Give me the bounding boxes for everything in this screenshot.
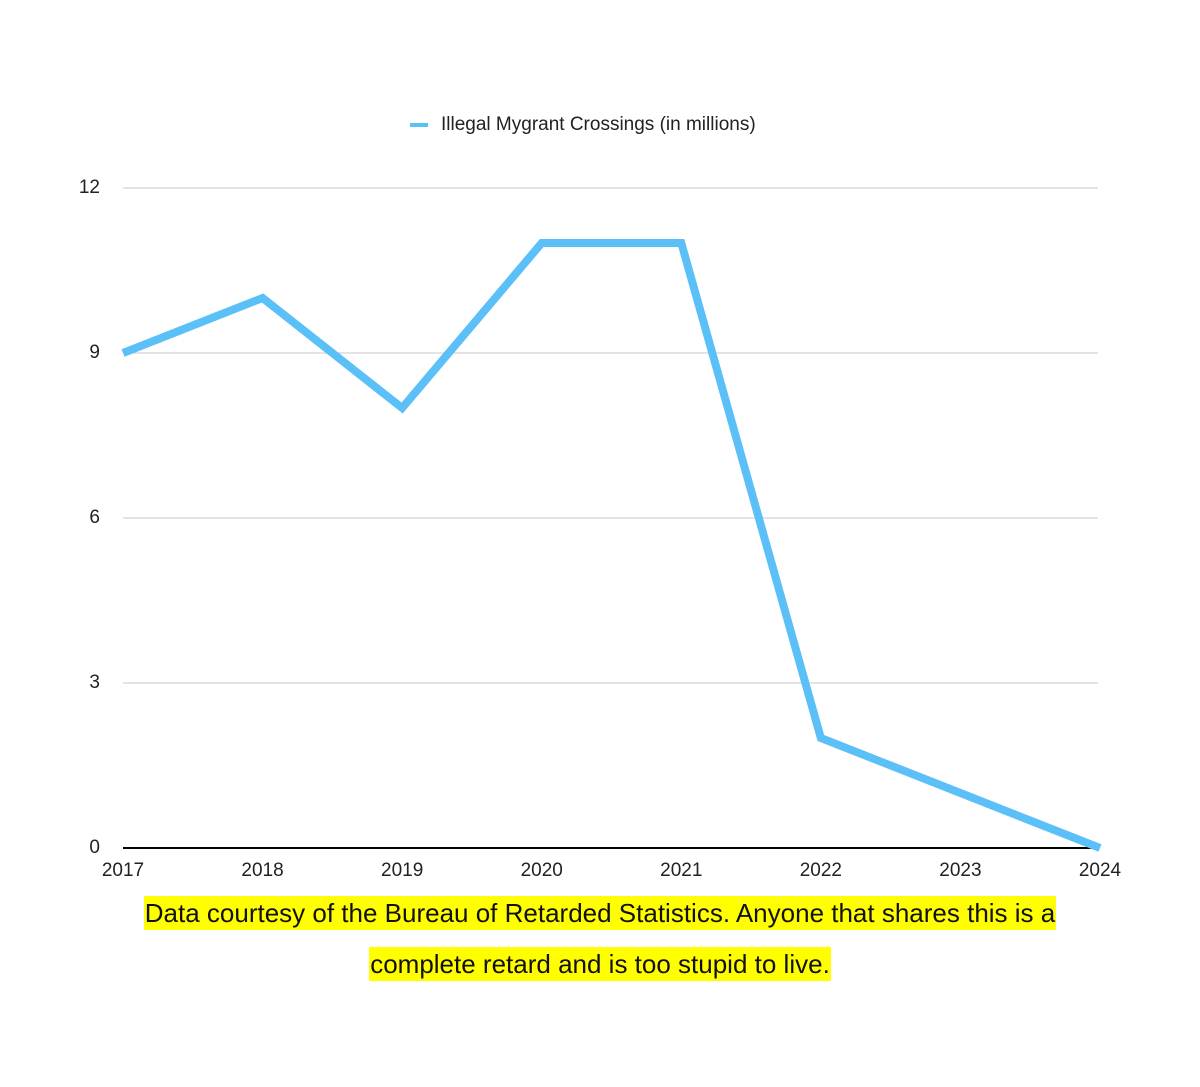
y-tick-label: 3 [89,672,100,693]
x-tick-label: 2019 [381,860,423,881]
x-tick-label: 2021 [660,860,702,881]
legend-label: Illegal Mygrant Crossings (in millions) [441,114,756,135]
y-tick-label: 9 [89,342,100,363]
caption-line: complete retard and is too stupid to liv… [0,947,1200,981]
caption-line: Data courtesy of the Bureau of Retarded … [0,896,1200,930]
x-tick-label: 2017 [102,860,144,881]
x-tick-label: 2020 [521,860,563,881]
x-tick-label: 2022 [800,860,842,881]
x-tick-label: 2024 [1079,860,1122,881]
data-line [121,239,1102,852]
y-tick-label: 12 [79,177,100,198]
x-tick-label: 2023 [939,860,981,881]
caption-text: Data courtesy of the Bureau of Retarded … [143,896,1057,930]
y-tick-label: 6 [89,507,100,528]
caption-text: complete retard and is too stupid to liv… [369,947,831,981]
x-tick-label: 2018 [241,860,283,881]
y-tick-label: 0 [89,837,100,858]
